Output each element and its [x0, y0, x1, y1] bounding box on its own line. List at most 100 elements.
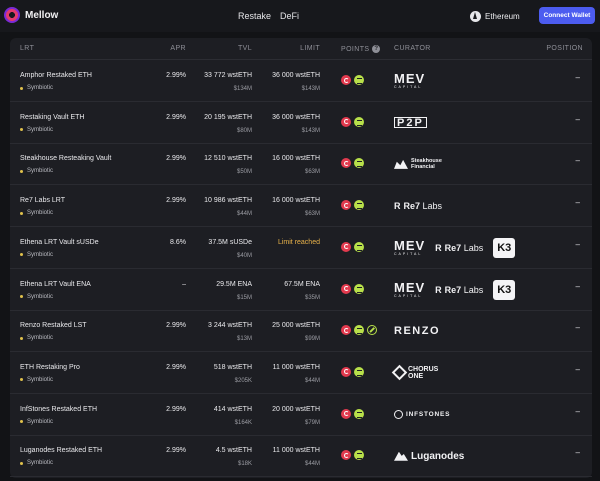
vault-limit: 36 000 wstETH [272, 113, 320, 121]
table-row[interactable]: Restaking Vault ETH Symbiotic 2.99% 20 1… [10, 103, 592, 144]
vault-name[interactable]: Steakhouse Resteaking Vault [20, 155, 112, 163]
column-header-tvl[interactable]: TVL [237, 45, 252, 52]
vault-name[interactable]: Ethena LRT Vault sUSDe [20, 238, 99, 246]
vault-limit: 25 000 wstETH [272, 322, 320, 330]
vault-name[interactable]: Ethena LRT Vault ENA [20, 280, 91, 288]
vault-points [341, 325, 377, 336]
symbiotic-points-icon [354, 241, 364, 252]
table-row[interactable]: ETH Restaking Pro Symbiotic 2.99% 518 ws… [10, 353, 592, 394]
vault-position: – [575, 114, 580, 124]
table-row[interactable]: InfStones Restaked ETH Symbiotic 2.99% 4… [10, 395, 592, 436]
re7-mark-icon: R [435, 242, 442, 253]
vault-name[interactable]: Luganodes Restaked ETH [20, 447, 103, 455]
infstones-mark-icon [394, 410, 403, 420]
mellow-points-icon [341, 75, 351, 85]
vault-points [341, 366, 364, 377]
vault-points [341, 450, 364, 461]
vault-position: – [575, 156, 580, 166]
vault-name[interactable]: Amphor Restaked ETH [20, 72, 92, 79]
vault-position: – [575, 239, 580, 249]
symbiotic-points-icon [354, 325, 364, 336]
vault-points [341, 116, 364, 127]
vault-tvl: 37.5M sUSDe [208, 238, 252, 246]
vault-network: Symbiotic [20, 377, 53, 383]
vault-apr: 8.6% [170, 238, 186, 246]
connect-wallet-button[interactable]: Connect Wallet [539, 7, 595, 24]
vault-tvl-usd: $134M [233, 86, 252, 92]
network-dot-icon [20, 295, 23, 298]
vault-name[interactable]: Renzo Restaked LST [20, 322, 87, 330]
vault-network: Symbiotic [20, 127, 53, 133]
table-row[interactable]: Re7 Labs LRT Symbiotic 2.99% 10 986 wstE… [10, 186, 592, 228]
network-dot-icon [20, 128, 23, 132]
vault-position: – [575, 281, 580, 291]
nav-restake[interactable]: Restake [238, 11, 272, 21]
re7-labs-logo: R Re7 Labs [394, 201, 443, 212]
luganodes-logo: Luganodes [394, 451, 464, 462]
vault-points [341, 283, 364, 294]
vault-tvl: 518 wstETH [213, 363, 252, 371]
column-header-position[interactable]: POSITION [546, 45, 583, 52]
network-selector[interactable]: Ethereum [470, 9, 520, 23]
vault-limit: 16 000 wstETH [272, 197, 320, 205]
vault-apr: 2.99% [166, 155, 186, 163]
vault-tvl: 29.5M ENA [216, 280, 252, 288]
table-row[interactable]: Renzo Restaked LST Symbiotic 2.99% 3 244… [10, 311, 592, 353]
vault-name[interactable]: ETH Restaking Pro [20, 363, 80, 371]
vault-curators: Luganodes [394, 444, 464, 468]
vault-points [341, 200, 364, 211]
vault-apr: 2.99% [166, 447, 186, 455]
vault-limit: 11 000 wstETH [272, 363, 320, 371]
table-row[interactable]: Amphor Restaked ETH Symbiotic 2.99% 33 7… [10, 61, 592, 102]
vault-limit-usd: $143M [301, 127, 320, 134]
vault-points [341, 241, 364, 252]
table-row[interactable]: Luganodes Restaked ETH Symbiotic 2.99% 4… [10, 436, 592, 478]
vault-tvl-usd: $40M [236, 252, 252, 259]
mellow-logo-icon[interactable] [4, 7, 20, 23]
network-dot-icon [20, 461, 23, 465]
vault-name[interactable]: Re7 Labs LRT [20, 197, 66, 205]
vault-name[interactable]: Restaking Vault ETH [20, 113, 85, 121]
re7-mark-icon: R [435, 284, 442, 295]
mev-capital-logo: MEV CAPITAL [394, 279, 426, 298]
vault-position: – [575, 323, 580, 333]
column-header-limit[interactable]: LIMIT [300, 45, 320, 52]
vault-apr: 2.99% [166, 322, 186, 330]
symbiotic-points-icon [354, 200, 364, 211]
vault-points [341, 408, 364, 419]
table-row[interactable]: Steakhouse Resteaking Vault Symbiotic 2.… [10, 144, 592, 186]
vault-network-label: Symbiotic [27, 126, 54, 133]
mellow-points-icon [341, 200, 351, 211]
vault-limit: 16 000 wstETH [272, 155, 320, 163]
vault-apr: 2.99% [166, 197, 186, 205]
table-row[interactable]: Ethena LRT Vault sUSDe Symbiotic 8.6% 37… [10, 228, 592, 269]
re7-mark-icon: R [394, 201, 401, 212]
steakhouse-logo: Steakhouse Financial [394, 158, 442, 170]
vault-name[interactable]: InfStones Restaked ETH [20, 405, 98, 413]
table-row[interactable]: Ethena LRT Vault ENA Symbiotic – 29.5M E… [10, 270, 592, 311]
brand-name[interactable]: Mellow [25, 10, 59, 21]
vault-curators: P2P [394, 111, 427, 135]
vault-position: – [575, 406, 580, 416]
re7-labs-logo: R Re7 Labs [435, 242, 484, 253]
vault-tvl: 20 195 wstETH [204, 113, 252, 121]
vault-tvl-usd: $205K [234, 377, 252, 384]
symbiotic-points-icon [354, 408, 364, 419]
vault-tvl-usd: $13M [236, 336, 252, 343]
infstones-logo: INFSTONES [394, 410, 450, 420]
renzo-logo: RENZO [394, 325, 440, 338]
vault-network-label: Symbiotic [27, 376, 54, 383]
mev-capital-logo: MEV CAPITAL [394, 71, 426, 90]
network-label: Ethereum [485, 11, 520, 21]
symbiotic-points-icon [354, 116, 364, 127]
vault-limit-usd: $44M [304, 461, 320, 468]
vault-limit: Limit reached [277, 238, 320, 246]
vault-limit-usd: $143M [301, 86, 320, 92]
help-icon[interactable]: ? [372, 45, 381, 53]
mellow-points-icon [341, 283, 351, 294]
nav-defi[interactable]: DeFi [280, 11, 300, 21]
vault-apr: 2.99% [166, 113, 186, 121]
network-dot-icon [20, 336, 23, 340]
column-header-apr[interactable]: APR [170, 45, 186, 52]
vault-tvl: 12 510 wstETH [204, 155, 252, 163]
